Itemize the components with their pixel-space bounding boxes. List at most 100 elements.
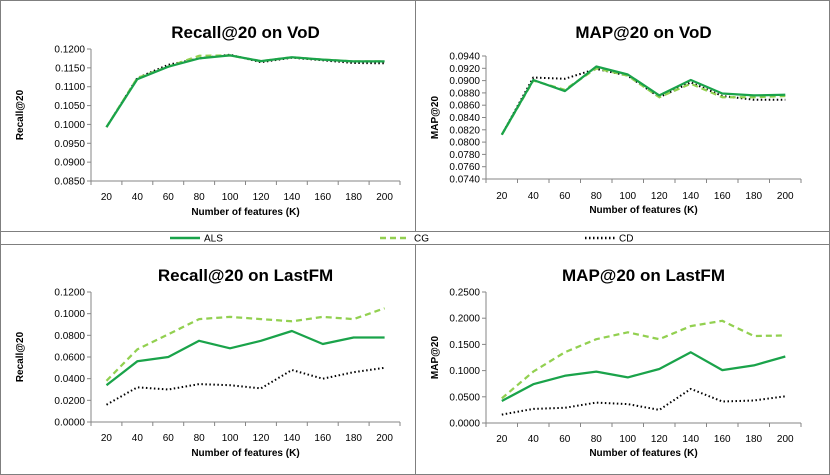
y-tick-label: 0.0950 (54, 139, 85, 150)
series-line-cg (105, 54, 385, 128)
x-axis-label: Number of features (K) (589, 448, 697, 459)
legend-label-cd: CD (619, 234, 633, 245)
x-axis-label: Number of features (K) (191, 448, 299, 459)
y-axis-label: Recall@20 (15, 331, 26, 382)
x-tick-label: 140 (284, 433, 301, 444)
series-line-cd (105, 53, 385, 128)
x-tick-label: 180 (745, 191, 762, 202)
y-tick-label: 0.1200 (54, 288, 85, 299)
series-line-cd (500, 67, 786, 136)
x-tick-label: 20 (496, 191, 508, 202)
x-tick-label: 140 (682, 191, 699, 202)
x-tick-label: 100 (222, 192, 239, 203)
y-tick-label: 0.1050 (54, 101, 85, 112)
x-tick-label: 80 (194, 433, 206, 444)
y-tick-label: 0.0000 (449, 419, 480, 430)
y-tick-label: 0.0400 (54, 374, 85, 385)
legend-panel: ALS CG CD (0, 231, 830, 245)
series-line-cg (500, 67, 786, 136)
series-line-als (105, 329, 385, 387)
x-tick-label: 60 (163, 433, 175, 444)
x-tick-label: 100 (619, 191, 636, 202)
legend-label-als: ALS (204, 234, 223, 245)
x-tick-label: 80 (591, 434, 603, 445)
y-tick-label: 0.0500 (449, 392, 480, 403)
series-line-cg (501, 319, 786, 400)
y-tick-label: 0.0200 (54, 396, 85, 407)
y-tick-label: 0.0840 (449, 113, 480, 124)
x-tick-label: 40 (132, 192, 144, 203)
y-tick-label: 0.1000 (449, 366, 480, 377)
chart-recall-lastfm: Recall@20 on LastFM 0.0000 0.0200 0.0400 0.0… (15, 266, 401, 459)
x-tick-label: 120 (253, 433, 270, 444)
x-tick-label: 60 (559, 434, 571, 445)
chart-title: Recall@20 on VoD (171, 23, 320, 42)
x-tick-label: 160 (714, 434, 731, 445)
y-tick-label: 0.0850 (54, 177, 85, 188)
y-axis-label: Recall@20 (15, 89, 26, 140)
chart-map-lastfm: MAP@20 on LastFM 0.0000 0.0500 0.1000 0.1500… (430, 266, 802, 459)
series-line-cd (106, 366, 385, 406)
x-tick-label: 80 (591, 191, 603, 202)
chart-title: MAP@20 on LastFM (562, 266, 725, 285)
y-tick-label: 0.0740 (449, 175, 480, 186)
y-tick-label: 0.2000 (449, 314, 480, 325)
x-tick-label: 140 (682, 434, 699, 445)
series-line-als (501, 351, 786, 402)
series-line-cg (105, 307, 385, 382)
y-tick-label: 0.1500 (449, 340, 480, 351)
chart-panel-recall-vod: Recall@20 on VoD 0.0850 0.0900 0.0950 0.1000… (0, 0, 416, 232)
x-tick-label: 60 (559, 191, 571, 202)
x-tick-label: 200 (777, 191, 794, 202)
y-tick-label: 0.2500 (449, 288, 480, 299)
x-tick-label: 180 (345, 192, 362, 203)
x-tick-label: 60 (163, 192, 175, 203)
y-tick-label: 0.0920 (449, 64, 480, 75)
series-line-als (500, 65, 786, 136)
y-axis-label: MAP@20 (430, 336, 441, 380)
chart-panel-map-lastfm: MAP@20 on LastFM 0.0000 0.0500 0.1000 0.1500… (415, 244, 830, 475)
y-tick-label: 0.1100 (55, 82, 85, 93)
x-axis-label: Number of features (K) (191, 207, 299, 218)
y-tick-label: 0.0820 (449, 125, 480, 136)
y-tick-label: 0.1000 (54, 120, 85, 131)
chart-panel-recall-lastfm: Recall@20 on LastFM 0.0000 0.0200 0.0400 0.0… (0, 244, 416, 475)
x-tick-label: 20 (496, 434, 508, 445)
legend: ALS CG CD (170, 234, 633, 245)
x-tick-label: 40 (528, 191, 540, 202)
legend-label-cg: CG (414, 234, 429, 245)
x-tick-label: 140 (284, 192, 301, 203)
y-tick-label: 0.0880 (449, 88, 480, 99)
y-tick-label: 0.1000 (54, 309, 85, 320)
x-tick-label: 120 (651, 191, 668, 202)
y-tick-label: 0.0780 (449, 150, 480, 161)
x-tick-label: 100 (619, 434, 636, 445)
x-tick-label: 20 (101, 192, 113, 203)
x-tick-label: 160 (314, 192, 331, 203)
y-tick-label: 0.0760 (449, 162, 480, 173)
y-tick-label: 0.0900 (449, 76, 480, 87)
x-tick-label: 120 (253, 192, 270, 203)
x-tick-label: 160 (714, 191, 731, 202)
y-tick-label: 0.0940 (449, 52, 480, 63)
x-tick-label: 20 (101, 433, 113, 444)
series-line-cd (501, 387, 786, 416)
chart-title: MAP@20 on VoD (575, 23, 711, 42)
y-tick-label: 0.0800 (54, 331, 85, 342)
x-tick-label: 180 (745, 434, 762, 445)
series-line-als (105, 54, 385, 128)
x-tick-label: 200 (777, 434, 794, 445)
chart-title: Recall@20 on LastFM (158, 266, 333, 285)
y-tick-label: 0.0000 (54, 418, 85, 429)
y-tick-label: 0.0800 (449, 138, 480, 149)
y-tick-label: 0.1150 (55, 63, 85, 74)
x-tick-label: 180 (345, 433, 362, 444)
x-tick-label: 120 (651, 434, 668, 445)
y-tick-label: 0.0860 (449, 101, 480, 112)
x-tick-label: 200 (376, 433, 393, 444)
y-axis-label: MAP@20 (430, 96, 441, 140)
x-tick-label: 100 (222, 433, 239, 444)
x-tick-label: 40 (132, 433, 144, 444)
